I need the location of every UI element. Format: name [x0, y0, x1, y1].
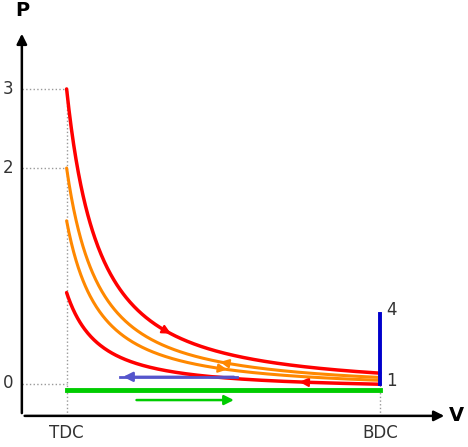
Text: 0: 0: [2, 374, 13, 392]
Text: BDC: BDC: [362, 424, 398, 443]
Text: 4: 4: [387, 301, 397, 320]
Text: 3: 3: [2, 80, 13, 98]
Text: 2: 2: [2, 159, 13, 177]
Text: 1: 1: [387, 372, 397, 390]
Text: V: V: [449, 406, 464, 426]
Text: TDC: TDC: [49, 424, 84, 443]
Text: P: P: [15, 1, 29, 21]
